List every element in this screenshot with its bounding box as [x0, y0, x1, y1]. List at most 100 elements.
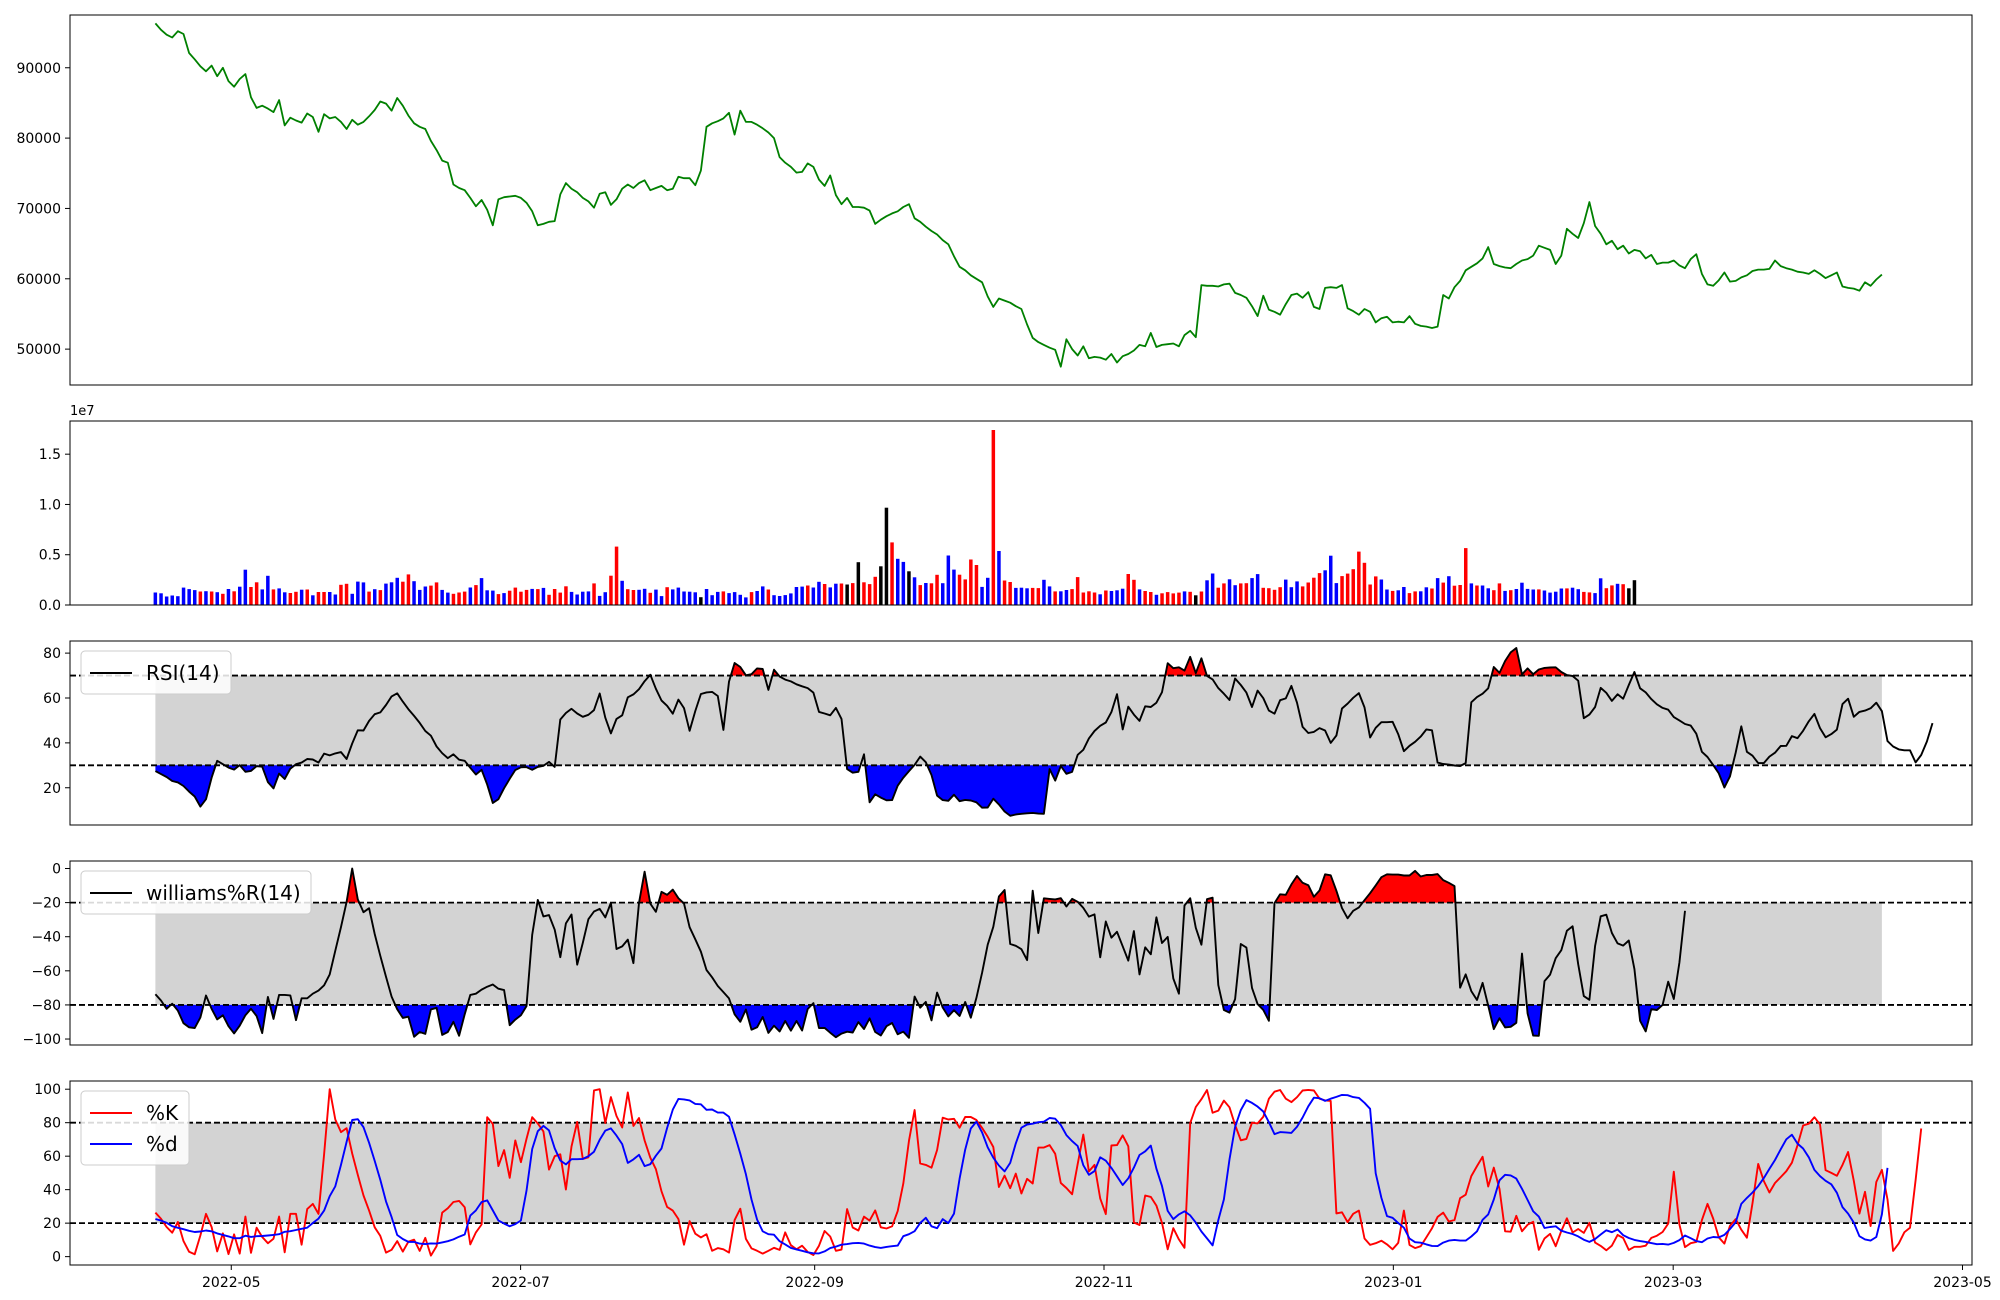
volume-bar [974, 565, 979, 605]
volume-bar [1464, 548, 1468, 605]
axes-frame [69, 14, 1973, 386]
volume-bar [907, 571, 911, 605]
volume-bar [1430, 588, 1434, 605]
x-tick-label: 2023-03 [1644, 1275, 1703, 1291]
volume-bar [524, 589, 529, 605]
volume-bar [1070, 589, 1074, 605]
volume-bar [856, 562, 861, 605]
volume-bar [1160, 593, 1164, 605]
overbought-fill [658, 889, 684, 903]
volume-bar [1087, 591, 1091, 605]
y-tick-label: 80 [43, 646, 61, 662]
axes-frame [69, 860, 1973, 1046]
volume-bar [344, 583, 349, 605]
volume-bar [1036, 588, 1041, 605]
volume-bar [187, 589, 191, 605]
volume-bar [457, 592, 461, 605]
volume-bar [867, 584, 872, 605]
volume-bar [232, 591, 236, 605]
volume-bar [727, 593, 731, 605]
volume-bar [901, 561, 906, 605]
y-tick-label: 0.0 [39, 598, 61, 614]
volume-bar [704, 589, 709, 605]
volume-bar [952, 569, 956, 605]
volume-bar [682, 591, 686, 605]
rsi-panel: 20 40 60 80 RSI(14) [43, 640, 1973, 826]
volume-bar [614, 546, 619, 605]
volume-bar [1126, 574, 1130, 605]
overbought-fill [1165, 656, 1207, 676]
volume-bar [328, 592, 332, 605]
oversold-fill [155, 765, 216, 807]
oversold-fill [1488, 1004, 1518, 1030]
oversold-fill [224, 765, 240, 770]
volume-bar [193, 590, 197, 605]
volume-bar [361, 582, 366, 605]
volume-bar [1250, 578, 1254, 605]
volume-bar [536, 589, 540, 605]
volume-bar [243, 569, 248, 605]
volume-bar [676, 587, 681, 605]
volume-panel: 0.0 0.5 1.0 1.5 1e7 [39, 404, 1973, 614]
volume-bar [912, 577, 917, 605]
volume-bar [896, 558, 900, 605]
volume-bar [170, 595, 174, 605]
volume-bar [395, 577, 399, 605]
volume-bar [1537, 589, 1541, 605]
volume-bar [1379, 579, 1384, 605]
y-tick-label: 80000 [16, 131, 61, 147]
volume-bar [1632, 580, 1637, 605]
volume-bar [1413, 591, 1417, 605]
volume-bar [209, 591, 214, 605]
volume-bar [648, 592, 652, 605]
volume-bar [845, 584, 849, 605]
volume-bar [1272, 589, 1277, 605]
volume-bar [1132, 579, 1136, 605]
volume-bar [1559, 588, 1564, 605]
volume-bar [446, 592, 450, 605]
price-line [154, 22, 1883, 368]
volume-bar [828, 587, 832, 605]
volume-bar [1323, 570, 1327, 605]
y-tick-label: 0 [52, 1250, 61, 1266]
volume-bar [721, 591, 726, 605]
x-tick-label: 2022-05 [202, 1275, 261, 1291]
volume-bar [1593, 593, 1597, 605]
volume-bar [1025, 588, 1029, 605]
volume-bar [305, 589, 309, 605]
volume-bar [569, 591, 574, 605]
volume-bar [1284, 579, 1288, 605]
volume-bar [1115, 590, 1119, 605]
volume-bar [671, 589, 675, 605]
volume-bar [215, 592, 219, 605]
volume-bar [924, 583, 928, 605]
volume-bar [299, 589, 304, 605]
volume-bar [687, 591, 692, 605]
volume-bar [204, 591, 208, 605]
volume-bar [1621, 584, 1625, 605]
volume-bar [322, 592, 326, 605]
volume-bar [603, 592, 607, 605]
volume-bar [367, 591, 371, 605]
volume-bar [1312, 577, 1316, 605]
volume-bar [181, 587, 186, 605]
volume-bar [918, 585, 922, 605]
volume-bar [1475, 585, 1479, 605]
oversold-fill [506, 1004, 527, 1026]
volume-bar [479, 578, 484, 605]
y-tick-label: 0 [52, 862, 61, 878]
y-tick-label: 70000 [16, 201, 61, 217]
volume-bar [1053, 591, 1057, 605]
volume-bar [1143, 591, 1147, 605]
y-tick-label: 40 [43, 736, 61, 752]
volume-bar [468, 587, 473, 605]
oversold-fill [813, 1004, 914, 1038]
volume-bar [822, 584, 827, 605]
volume-bar [716, 591, 720, 605]
volume-bar [575, 594, 579, 605]
legend-label: williams%R(14) [146, 881, 301, 905]
volume-bar [637, 589, 641, 605]
y-tick-label: 100 [34, 1082, 61, 1098]
williams-line [154, 867, 1686, 1039]
volume-bar [401, 581, 405, 605]
